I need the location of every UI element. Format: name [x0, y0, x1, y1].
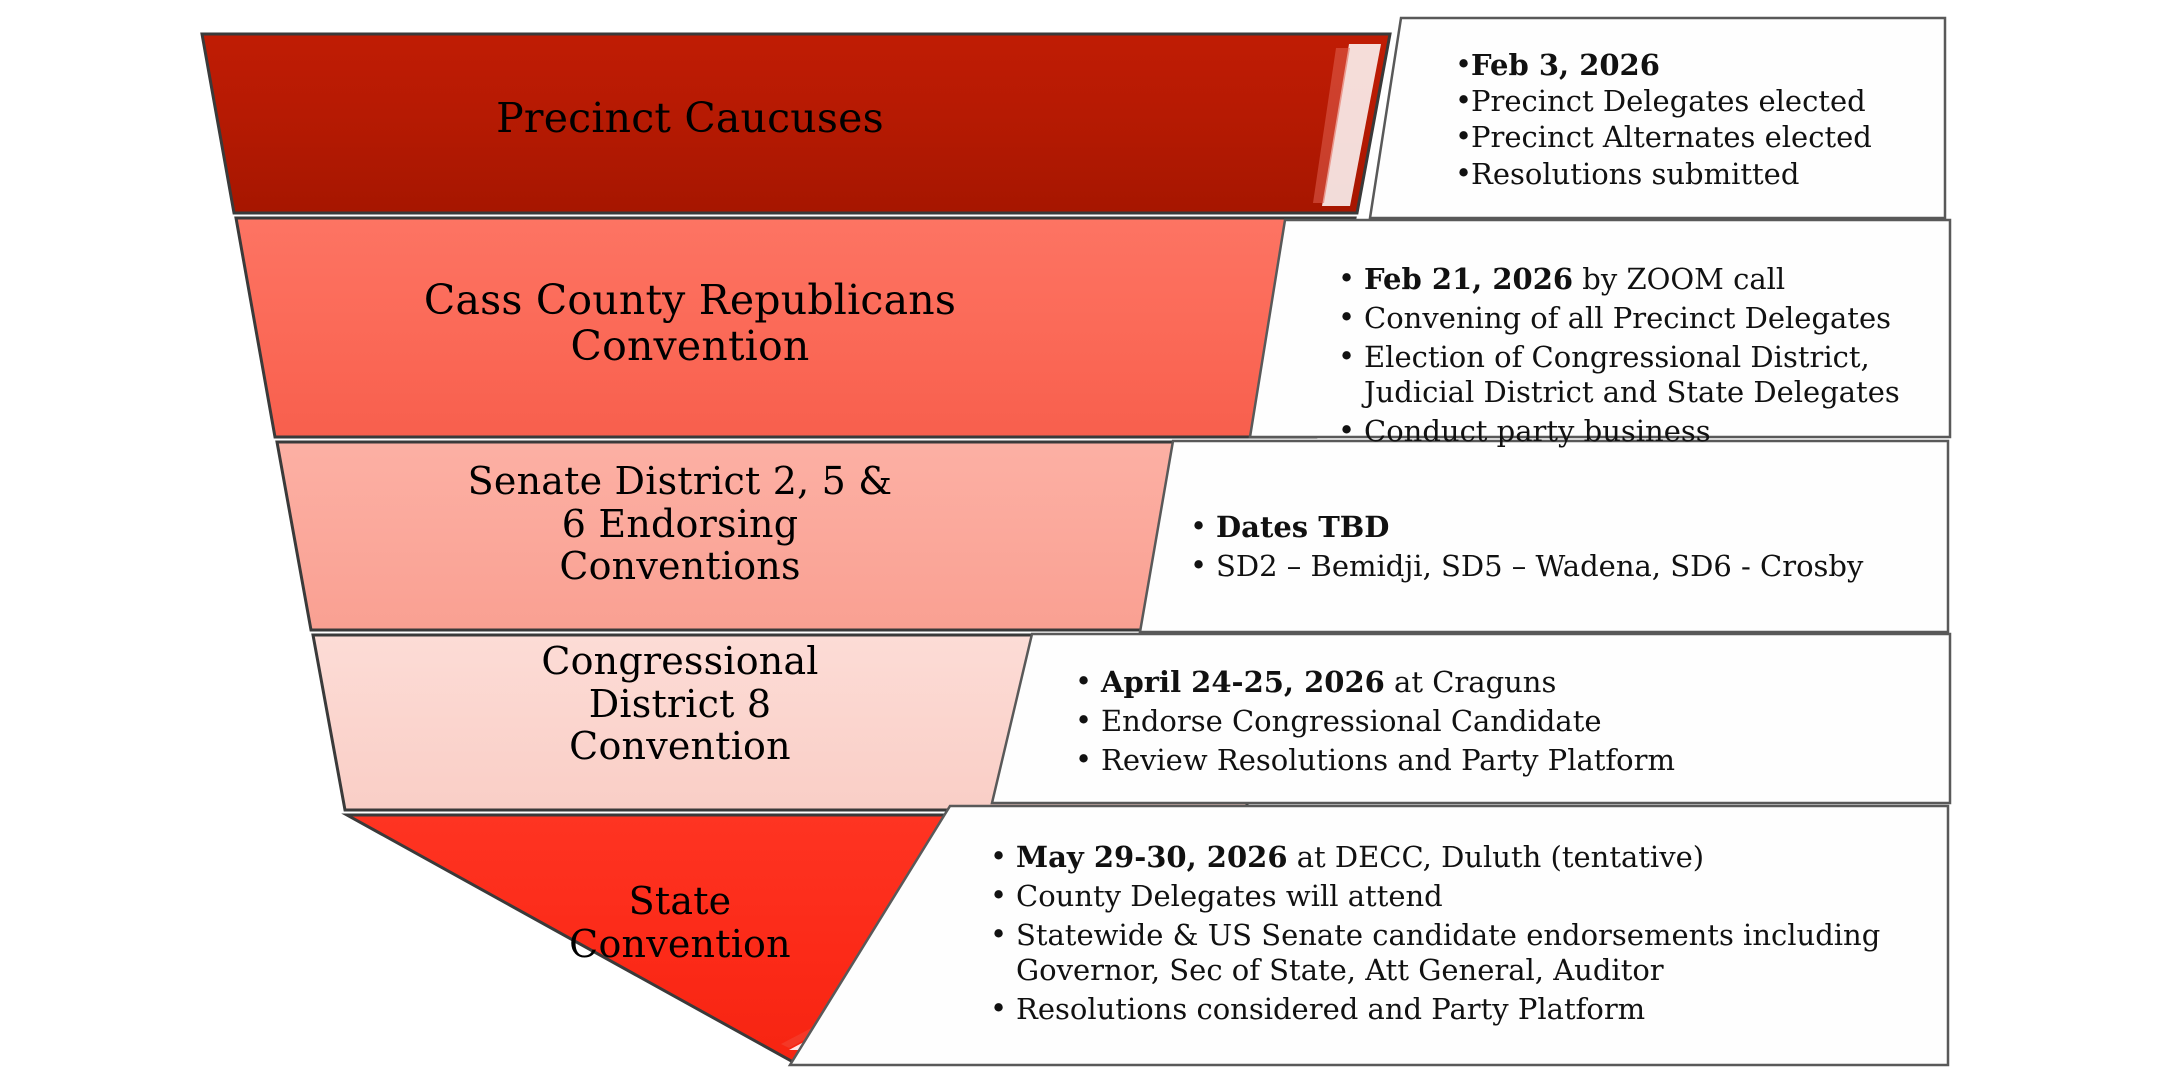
bullet-icon: • — [1455, 47, 1473, 81]
detail-item-text: at Craguns — [1384, 665, 1557, 699]
detail-item: • Election of Congressional District, Judi… — [1338, 339, 1938, 409]
detail-item-text: SD2 – Bemidji, SD5 – Wadena, SD6 - Crosb… — [1216, 549, 1864, 584]
detail-item: • Conduct party business — [1338, 412, 1938, 448]
detail-item-continuation: Judicial District and State Delegates — [1364, 374, 1900, 409]
stage-label-senate-districts: Senate District 2, 5 & 6 Endorsing Conve… — [467, 459, 893, 589]
bullet-icon: • — [1455, 83, 1473, 118]
detail-item: • Resolutions submitted — [1455, 155, 1925, 191]
detail-item: • Resolutions considered and Party Platfo… — [990, 990, 1930, 1026]
detail-item-date: Feb 21, 2026 — [1364, 262, 1574, 296]
detail-item: • SD2 – Bemidji, SD5 – Wadena, SD6 - Cros… — [1190, 548, 1930, 584]
bullet-icon: • — [1190, 548, 1208, 583]
detail-item-date: Feb 3, 2026 — [1471, 48, 1660, 82]
detail-item-text: Resolutions submitted — [1471, 156, 1800, 191]
detail-box-precinct-caucuses: • Feb 3, 2026 • Precinct Delegates elected •… — [1455, 47, 1925, 193]
detail-item: • County Delegates will attend — [990, 878, 1930, 914]
detail-item-date: May 29-30, 2026 — [1016, 840, 1288, 874]
stage-label-precinct-caucuses: Precinct Caucuses — [496, 94, 884, 142]
detail-item-date: Dates TBD — [1216, 510, 1390, 544]
detail-list: • April 24-25, 2026 at Craguns • Endorse Co… — [1075, 664, 1935, 778]
bullet-icon: • — [1455, 155, 1473, 190]
detail-box-state-convention: • May 29-30, 2026 at DECC, Duluth (tentat… — [990, 839, 1930, 1031]
detail-box-senate-districts: • Dates TBD • SD2 – Bemidji, SD5 – Wadena, … — [1190, 509, 1930, 588]
detail-item-text: at DECC, Duluth (tentative) — [1287, 840, 1705, 874]
detail-item-text: Precinct Delegates elected — [1471, 84, 1866, 119]
bullet-icon: • — [1338, 412, 1356, 447]
detail-item-text: Conduct party business — [1364, 413, 1711, 448]
detail-item: • Precinct Delegates elected — [1455, 83, 1925, 119]
bullet-icon: • — [990, 878, 1008, 913]
detail-list: • May 29-30, 2026 at DECC, Duluth (tentat… — [990, 839, 1930, 1026]
detail-item: • Convening of all Precinct Delegates — [1338, 300, 1938, 336]
bullet-icon: • — [990, 839, 1008, 873]
detail-item: • April 24-25, 2026 at Craguns — [1075, 664, 1935, 699]
bullet-icon: • — [990, 990, 1008, 1025]
bullet-icon: • — [1075, 703, 1093, 738]
bullet-icon: • — [1190, 509, 1208, 543]
funnel-band-precinct-caucuses[interactable] — [200, 32, 1392, 215]
detail-list: • Feb 21, 2026 by ZOOM call • Convening of … — [1338, 261, 1938, 448]
bullet-icon: • — [990, 917, 1008, 952]
stage-label-state-convention: State Convention — [569, 879, 791, 966]
detail-item: • May 29-30, 2026 at DECC, Duluth (tentat… — [990, 839, 1930, 874]
detail-item-text: Election of Congressional District, — [1364, 340, 1870, 375]
stage-label-county-convention: Cass County Republicans Convention — [423, 276, 957, 370]
detail-item-date: April 24-25, 2026 — [1101, 665, 1385, 699]
bullet-icon: • — [1075, 664, 1093, 698]
detail-item-text: by ZOOM call — [1573, 262, 1786, 296]
detail-item-text: County Delegates will attend — [1016, 879, 1443, 914]
detail-item: • Statewide & US Senate candidate endorse… — [990, 917, 1930, 987]
detail-item: • Precinct Alternates elected — [1455, 119, 1925, 155]
detail-item-text: Statewide & US Senate candidate endorsem… — [1016, 918, 1881, 953]
detail-item-text: Convening of all Precinct Delegates — [1364, 301, 1891, 336]
detail-list: • Dates TBD • SD2 – Bemidji, SD5 – Wadena, … — [1190, 509, 1930, 584]
detail-box-county-convention: • Feb 21, 2026 by ZOOM call • Convening of … — [1338, 261, 1938, 453]
detail-item-text: Resolutions considered and Party Platfor… — [1016, 991, 1646, 1026]
detail-item: • Dates TBD — [1190, 509, 1930, 544]
detail-box-congressional-cd8: • April 24-25, 2026 at Craguns • Endorse Co… — [1075, 664, 1935, 783]
bullet-icon: • — [1455, 119, 1473, 154]
detail-item-continuation: Governor, Sec of State, Att General, Aud… — [1016, 952, 1664, 987]
detail-item: • Feb 21, 2026 by ZOOM call — [1338, 261, 1938, 296]
detail-item: • Endorse Congressional Candidate — [1075, 703, 1935, 739]
bullet-icon: • — [1075, 742, 1093, 777]
stage-label-congressional-cd8: Congressional District 8 Convention — [541, 639, 819, 769]
detail-item: • Review Resolutions and Party Platform — [1075, 742, 1935, 778]
bullet-icon: • — [1338, 261, 1356, 295]
detail-item: • Feb 3, 2026 — [1455, 47, 1925, 82]
bullet-icon: • — [1338, 339, 1356, 374]
detail-item-text: Endorse Congressional Candidate — [1101, 704, 1602, 739]
detail-list: • Feb 3, 2026 • Precinct Delegates elected •… — [1455, 47, 1925, 191]
bullet-icon: • — [1338, 300, 1356, 335]
detail-item-text: Review Resolutions and Party Platform — [1101, 743, 1675, 778]
detail-item-text: Precinct Alternates elected — [1471, 120, 1872, 155]
